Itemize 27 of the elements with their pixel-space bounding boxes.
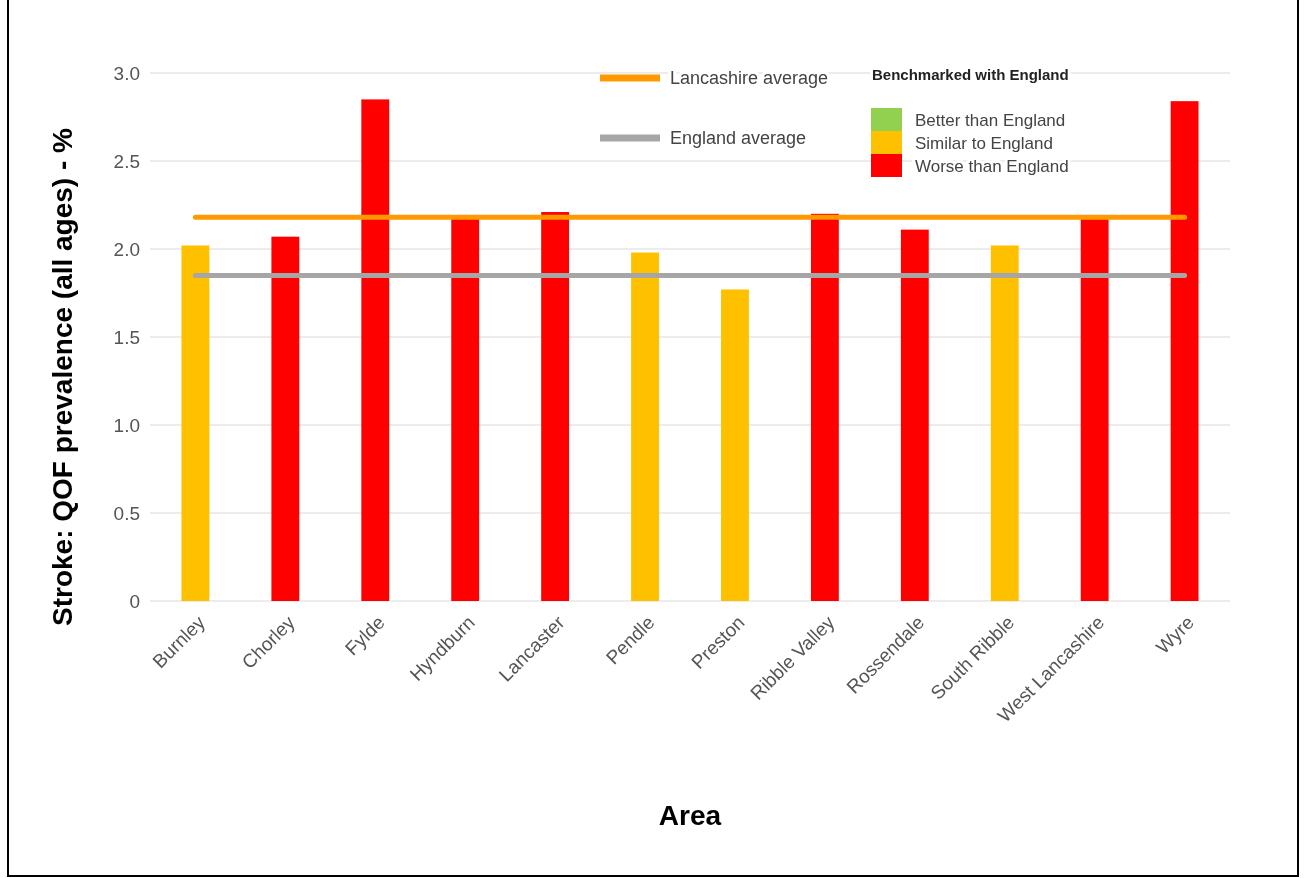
y-tick-label: 0: [129, 590, 140, 612]
y-axis-title: Stroke: QOF prevalence (all ages) - %: [47, 127, 78, 626]
bar: [721, 289, 749, 601]
bar: [181, 245, 210, 601]
bar: [1080, 219, 1109, 601]
bar: [271, 236, 300, 601]
y-tick-label: 2.0: [113, 238, 140, 260]
y-tick-label: 1.5: [113, 326, 140, 348]
legend-label: Worse than England: [915, 156, 1069, 176]
bar: [900, 229, 929, 601]
legend-label: England average: [670, 128, 807, 149]
bar: [631, 252, 659, 601]
bar: [990, 245, 1019, 601]
bar: [541, 212, 570, 601]
legend-label: Lancashire average: [670, 68, 829, 89]
bar: [451, 219, 480, 601]
y-tick-label: 2.5: [113, 150, 140, 172]
legend-label: Better than England: [915, 110, 1066, 130]
legend-title: Benchmarked with England: [872, 66, 1069, 83]
legend-label: Similar to England: [915, 133, 1053, 153]
bar: [810, 213, 839, 601]
y-tick-label: 1.0: [113, 414, 140, 436]
y-tick-label: 3.0: [113, 62, 140, 84]
bar: [361, 99, 390, 601]
y-tick-label: 0.5: [113, 502, 140, 524]
bar: [1170, 101, 1199, 601]
x-axis-title: Area: [658, 800, 722, 831]
